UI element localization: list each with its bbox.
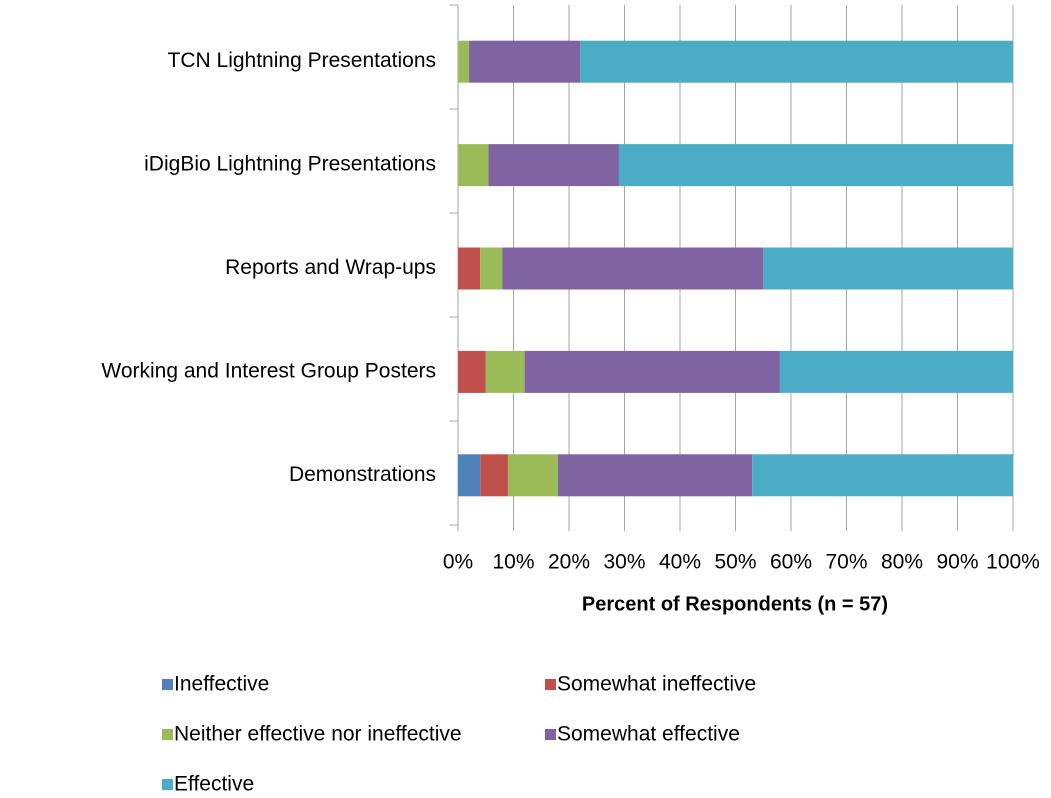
x-tick-label: 90%: [936, 551, 978, 574]
legend-swatch: [545, 679, 556, 690]
x-tick-label: 20%: [548, 551, 590, 574]
y-tick-label: Demonstrations: [289, 463, 436, 486]
x-tick-label: 60%: [770, 551, 812, 574]
bar-segment: [580, 40, 1013, 83]
bar-segment: [557, 454, 753, 497]
x-tick-label: 0%: [443, 551, 473, 574]
bar-segment: [524, 350, 780, 393]
x-tick-label: 40%: [659, 551, 701, 574]
legend-label: Neither effective nor ineffective: [174, 723, 462, 746]
x-tick-label: 50%: [714, 551, 756, 574]
bar-segment: [480, 454, 508, 497]
bar-segment: [458, 454, 481, 497]
bar-segment: [507, 454, 558, 497]
bar-segment: [618, 144, 1013, 187]
bar-segment: [752, 454, 1013, 497]
legend-swatch: [545, 729, 556, 740]
bar-segment: [488, 144, 619, 187]
bar-segment: [502, 247, 764, 290]
y-tick-label: Working and Interest Group Posters: [101, 359, 436, 382]
legend-swatch: [162, 729, 173, 740]
bar-segment: [763, 247, 1013, 290]
bar-segment: [458, 144, 489, 187]
bar-segment: [458, 40, 470, 83]
legend-swatch: [162, 679, 173, 690]
x-axis-title: Percent of Respondents (n = 57): [582, 593, 888, 615]
y-tick-label: Reports and Wrap-ups: [225, 256, 436, 279]
bar-segment: [469, 40, 581, 83]
x-tick-label: 100%: [986, 551, 1040, 574]
x-tick-label: 70%: [825, 551, 867, 574]
bar-segment: [480, 247, 503, 290]
x-tick-label: 30%: [603, 551, 645, 574]
bar-segment: [485, 350, 525, 393]
bar-segment: [458, 350, 486, 393]
x-tick-label: 80%: [881, 551, 923, 574]
legend-label: Somewhat effective: [557, 723, 740, 746]
legend-label: Somewhat ineffective: [557, 673, 756, 696]
legend-label: Effective: [174, 773, 254, 796]
x-tick-label: 10%: [492, 551, 534, 574]
y-tick-label: TCN Lightning Presentations: [168, 49, 436, 72]
bar-segment: [458, 247, 481, 290]
legend-swatch: [162, 779, 173, 790]
legend-label: Ineffective: [174, 673, 269, 696]
y-tick-label: iDigBio Lightning Presentations: [144, 153, 436, 176]
bar-segment: [779, 350, 1013, 393]
